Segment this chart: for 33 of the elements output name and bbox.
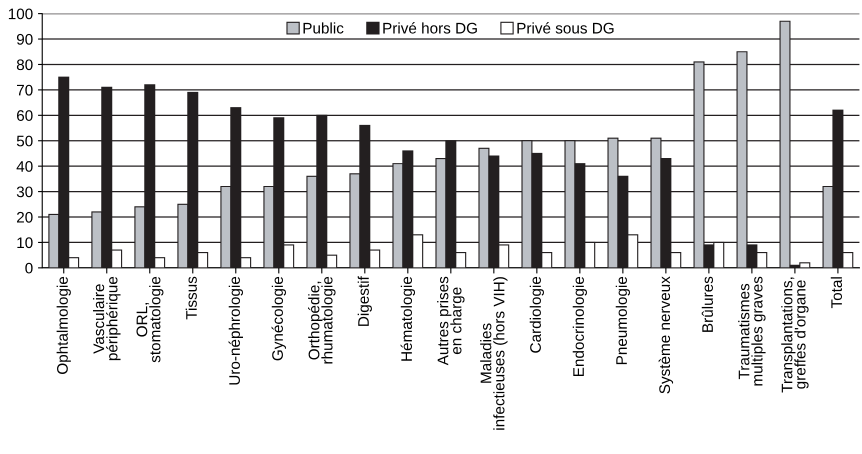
x-tick-label: Autres prises en charge	[437, 276, 465, 366]
y-tick-label: 90	[16, 34, 33, 45]
legend-label: Privé sous DG	[517, 22, 614, 34]
x-tick-label: Cardiologie	[530, 276, 544, 353]
y-tick-label: 20	[16, 212, 33, 223]
y-tick-label: 100	[8, 8, 33, 20]
x-tick-label: Vasculaire périphérique	[92, 276, 121, 360]
x-tick-label: Gynécologie	[272, 276, 286, 360]
x-tick-label: Pneumologie	[616, 276, 630, 364]
y-tick-label: 40	[16, 161, 33, 172]
x-tick-label: Transplantations, greffes d'organe	[781, 278, 809, 392]
x-tick-label: Tissus	[186, 276, 197, 320]
x-tick-label: Orthopédie, rhumatologie	[308, 276, 336, 364]
legend-label: Privé hors DG	[383, 22, 477, 34]
y-tick-label: 50	[16, 136, 33, 146]
y-tick-label: 10	[17, 237, 33, 248]
legend-label: Public	[304, 22, 344, 34]
x-tick-label: Total	[830, 277, 842, 308]
x-tick-label: Hématologie	[400, 276, 416, 361]
x-tick-label: Uro-néphrologie	[228, 276, 243, 385]
x-tick-label: Système nerveux	[658, 276, 674, 394]
y-tick-label: 80	[16, 59, 33, 70]
y-tick-label: 70	[17, 84, 33, 96]
x-tick-label: Brûlures	[702, 276, 713, 332]
x-tick-label: Digestif	[358, 276, 372, 326]
x-tick-label: ORL, stomatologie	[136, 276, 164, 362]
x-tick-label: Traumatismes multiples graves	[738, 276, 766, 386]
x-tick-label: Endocrinologie	[572, 276, 587, 376]
x-tick-label: Maladies infectieuses (hors VIH)	[480, 277, 508, 430]
y-tick-label: 0	[25, 262, 33, 274]
y-tick-label: 60	[16, 110, 33, 121]
x-tick-label: Ophtalmologie	[56, 276, 71, 374]
y-tick-label: 30	[16, 186, 33, 198]
